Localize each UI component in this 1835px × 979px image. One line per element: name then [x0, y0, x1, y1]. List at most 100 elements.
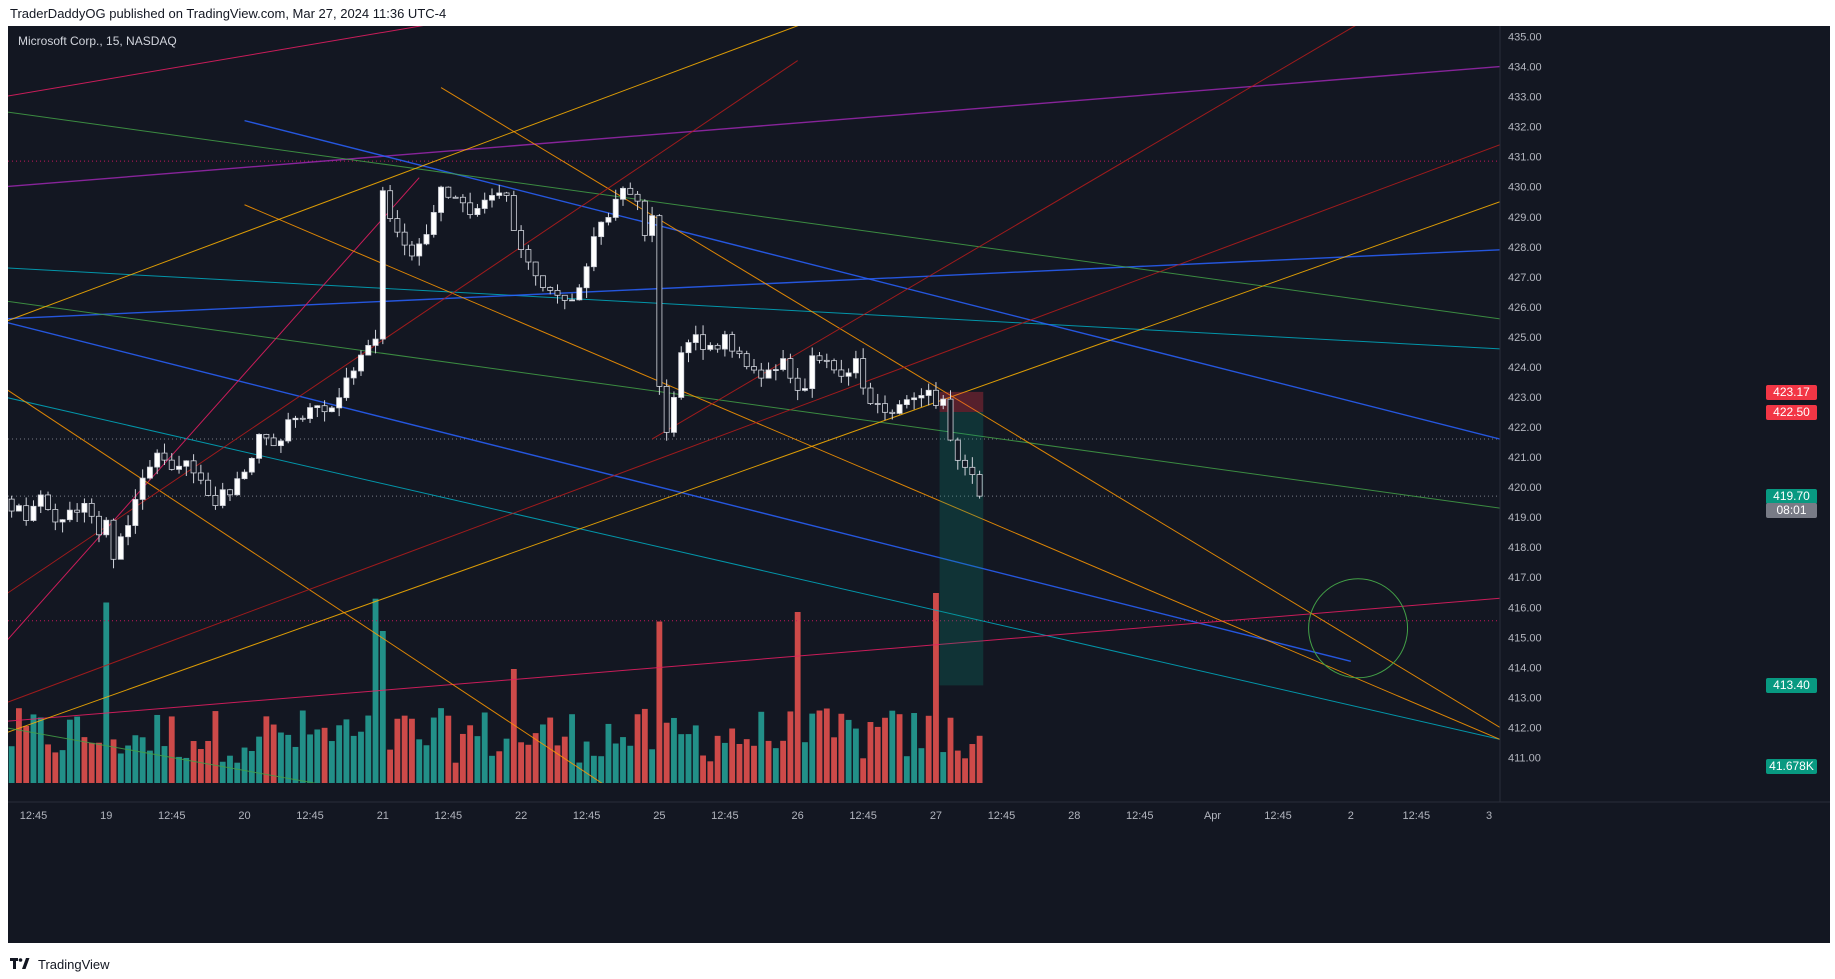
candle-body	[940, 398, 947, 406]
candle-body	[292, 417, 299, 421]
volume-bar	[336, 725, 343, 783]
candle-body	[299, 417, 306, 420]
volume-bar	[234, 762, 241, 783]
candle-body	[867, 387, 874, 404]
volume-bar	[569, 714, 575, 783]
time-tick-label: 12:45	[296, 810, 324, 822]
trend-line	[651, 26, 1356, 440]
volume-bar	[183, 757, 190, 783]
volume-bar	[758, 711, 765, 783]
trend-line	[8, 389, 603, 783]
volume-bar	[365, 715, 372, 783]
volume-bar	[328, 741, 335, 783]
volume-bar	[969, 744, 976, 783]
candle-body	[882, 403, 888, 413]
volume-bar	[285, 734, 292, 783]
candle-body	[387, 190, 394, 219]
volume-bar	[852, 728, 859, 783]
price-tick-label: 430.00	[1508, 182, 1542, 194]
price-tick-label: 429.00	[1508, 212, 1542, 224]
candle-body	[838, 369, 845, 377]
volume-bar	[256, 736, 263, 783]
candle-body	[96, 515, 102, 536]
trend-line	[440, 87, 1500, 728]
volume-bar	[52, 752, 59, 783]
volume-bar	[263, 716, 270, 783]
volume-bar	[612, 743, 619, 783]
volume-bar	[721, 742, 728, 783]
candle-body	[350, 370, 357, 379]
candle-body	[52, 509, 59, 523]
candle-body	[66, 509, 73, 521]
candle-body	[132, 499, 139, 526]
candle-body	[765, 369, 772, 379]
candle-body	[707, 344, 714, 350]
candle-body	[183, 460, 190, 467]
candle-body	[125, 525, 132, 538]
candle-body	[190, 460, 197, 474]
volume-bar	[81, 737, 88, 783]
volume-bar	[816, 710, 823, 783]
volume-bar	[154, 714, 161, 783]
volume-bar	[45, 744, 51, 783]
trend-line	[8, 65, 1500, 188]
volume-bar	[794, 612, 801, 783]
time-tick-label: Apr	[1204, 810, 1221, 822]
time-tick-label: 12:45	[1126, 810, 1154, 822]
candle-body	[561, 294, 568, 301]
volume-bar	[37, 717, 44, 783]
candle-body	[518, 230, 525, 250]
target-zone	[939, 412, 984, 686]
price-tick-label: 412.00	[1508, 722, 1542, 734]
volume-bar	[125, 745, 131, 783]
time-tick-label: 12:45	[1264, 810, 1292, 822]
volume-bar	[445, 715, 452, 783]
publish-caption: TraderDaddyOG published on TradingView.c…	[10, 6, 447, 21]
candle-body	[772, 369, 779, 371]
volume-bar	[605, 723, 612, 783]
trend-line	[8, 727, 317, 783]
volume-bar	[518, 742, 525, 783]
chart-panel[interactable]: 411.00 412.00 413.00 414.00 415.00 416.00 417.…	[8, 26, 1830, 943]
trend-line	[8, 300, 1500, 509]
volume-bar	[270, 724, 277, 783]
volume-bar	[831, 737, 837, 783]
candle-body	[649, 215, 656, 236]
volume-bar	[707, 761, 714, 783]
candle-body	[474, 208, 481, 216]
candle-body	[758, 369, 765, 379]
volume-bar	[882, 717, 888, 783]
candle-body	[801, 388, 808, 391]
time-tick-label: 2	[1348, 810, 1354, 822]
volume-bar	[583, 741, 590, 783]
candle-body	[277, 440, 284, 447]
trend-line	[8, 177, 420, 640]
price-tick-label: 431.00	[1508, 152, 1542, 164]
volume-bar	[343, 719, 350, 783]
price-tick-label: 411.00	[1508, 752, 1541, 764]
candle-body	[700, 334, 707, 350]
volume-bar	[59, 750, 66, 783]
trend-line	[244, 204, 1500, 740]
volume-bar	[474, 736, 481, 783]
candle-body	[627, 187, 634, 195]
price-badge: 423.17	[1766, 384, 1817, 400]
volume-bar	[576, 762, 583, 783]
time-tick-label: 12:45	[573, 810, 601, 822]
volume-bars	[8, 593, 983, 783]
volume-bar	[23, 725, 30, 783]
candle-body	[933, 389, 939, 406]
trend-line	[8, 201, 1500, 733]
candle-body	[401, 231, 408, 246]
candle-body	[525, 249, 532, 263]
volume-bar	[685, 734, 692, 783]
volume-bar	[416, 739, 423, 783]
candle-body	[168, 459, 175, 470]
trend-line	[8, 249, 1500, 320]
volume-bar	[554, 745, 561, 783]
volume-bar	[387, 749, 394, 783]
price-chart[interactable]: 411.00 412.00 413.00 414.00 415.00 416.00 417.…	[8, 26, 1830, 943]
volume-bar	[678, 734, 685, 783]
candle-body	[212, 494, 219, 506]
candle-body	[219, 489, 226, 506]
